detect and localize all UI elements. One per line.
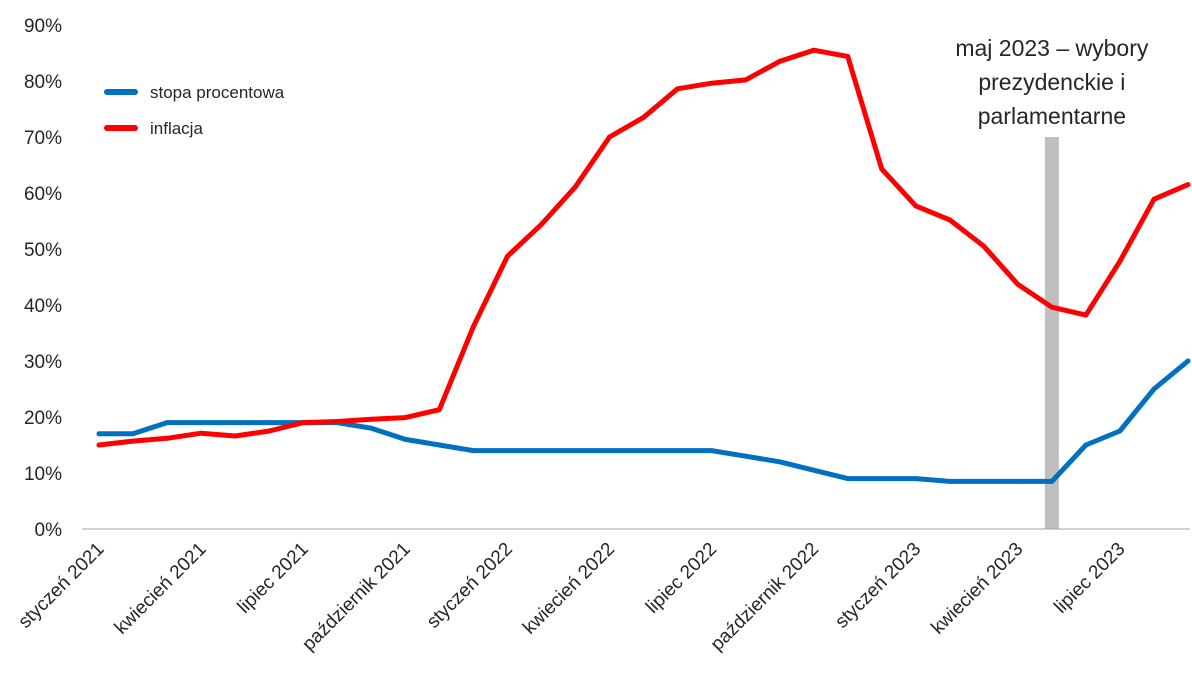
data-point-stopa-procentowa (675, 448, 680, 453)
data-point-inflacja (1185, 182, 1191, 188)
data-point-stopa-procentowa (845, 476, 851, 481)
data-point-inflacja (709, 80, 714, 86)
data-point-stopa-procentowa (1151, 386, 1157, 392)
data-point-stopa-procentowa (981, 479, 987, 484)
x-tick-label: styczeń 2023 (831, 539, 925, 633)
data-point-stopa-procentowa (879, 476, 885, 481)
data-point-stopa-procentowa (1185, 358, 1191, 364)
data-point-stopa-procentowa (947, 479, 953, 484)
legend-label: stopa procentowa (150, 83, 285, 102)
data-point-inflacja (1151, 196, 1157, 202)
data-point-stopa-procentowa (539, 448, 544, 453)
y-tick-label: 10% (24, 464, 62, 485)
data-point-inflacja (573, 184, 578, 190)
data-point-inflacja (1049, 304, 1055, 310)
data-point-inflacja (368, 416, 374, 422)
data-point-inflacja (879, 166, 885, 172)
x-tick-label: styczeń 2022 (423, 539, 517, 633)
data-point-stopa-procentowa (130, 431, 136, 437)
series-line-stopa-procentowa (96, 358, 1191, 484)
election-band-layer (1044, 137, 1059, 529)
data-point-stopa-procentowa (1049, 479, 1055, 484)
data-point-stopa-procentowa (811, 467, 817, 473)
data-point-stopa-procentowa (96, 431, 102, 437)
data-point-inflacja (96, 442, 102, 448)
x-tick-label: lipiec 2022 (642, 539, 721, 618)
data-point-stopa-procentowa (436, 442, 442, 448)
data-point-inflacja (1117, 258, 1123, 264)
x-tick-label: październik 2021 (298, 539, 414, 655)
x-tick-label: kwiecień 2022 (519, 539, 619, 639)
data-point-inflacja (504, 253, 510, 259)
data-point-stopa-procentowa (198, 420, 204, 425)
x-tick-label: lipiec 2023 (1050, 539, 1129, 618)
annotation-layer: maj 2023 – wybory prezydenckie i parlament… (955, 35, 1149, 129)
data-point-stopa-procentowa (709, 448, 714, 453)
series-layer (96, 47, 1191, 484)
data-point-inflacja (607, 134, 612, 140)
data-point-inflacja (164, 435, 170, 441)
data-point-inflacja (539, 221, 544, 227)
annotation-line-3: parlamentarne (978, 103, 1126, 129)
x-tick-label: kwiecień 2021 (111, 539, 211, 639)
y-tick-label: 20% (24, 408, 62, 429)
data-point-inflacja (947, 217, 953, 223)
data-point-stopa-procentowa (1015, 479, 1021, 484)
data-point-inflacja (198, 430, 204, 436)
data-point-stopa-procentowa (573, 448, 578, 453)
y-tick-label: 30% (24, 352, 62, 373)
data-point-inflacja (266, 428, 272, 434)
data-point-inflacja (811, 47, 817, 53)
y-tick-label: 80% (24, 72, 62, 93)
data-point-stopa-procentowa (607, 448, 612, 453)
data-point-inflacja (675, 86, 680, 92)
data-point-stopa-procentowa (913, 476, 919, 481)
data-point-inflacja (334, 419, 340, 424)
data-point-inflacja (981, 243, 987, 249)
annotation-line-2: prezydenckie i (978, 69, 1125, 95)
data-point-stopa-procentowa (1117, 428, 1123, 434)
data-point-stopa-procentowa (743, 453, 748, 459)
y-tick-label: 40% (24, 296, 62, 317)
data-point-inflacja (777, 59, 783, 64)
x-tick-label: styczeń 2021 (15, 539, 109, 633)
data-point-inflacja (402, 415, 408, 420)
data-point-inflacja (845, 53, 851, 59)
data-point-inflacja (641, 115, 646, 120)
data-point-stopa-procentowa (368, 425, 374, 431)
data-point-stopa-procentowa (470, 448, 476, 453)
data-point-stopa-procentowa (232, 420, 238, 425)
data-point-inflacja (436, 407, 442, 413)
y-tick-label: 70% (24, 128, 62, 149)
y-tick-label: 90% (24, 16, 62, 37)
data-point-stopa-procentowa (777, 459, 783, 465)
data-point-inflacja (300, 420, 306, 425)
x-tick-label: kwiecień 2023 (927, 539, 1027, 639)
data-point-inflacja (470, 324, 476, 330)
data-point-stopa-procentowa (164, 420, 170, 425)
y-tick-label: 60% (24, 184, 62, 205)
data-point-inflacja (232, 433, 238, 439)
legend-label: inflacja (150, 119, 203, 138)
data-point-stopa-procentowa (1083, 442, 1089, 448)
x-tick-label: październik 2022 (707, 539, 823, 655)
data-point-stopa-procentowa (504, 448, 510, 453)
x-tick-label: lipiec 2021 (234, 539, 313, 618)
data-point-inflacja (130, 438, 136, 444)
election-band (1044, 137, 1059, 529)
legend: stopa procentowa inflacja (104, 83, 285, 138)
annotation-line-1: maj 2023 – wybory (955, 35, 1149, 61)
data-point-stopa-procentowa (266, 420, 272, 425)
y-tick-label: 0% (35, 520, 63, 541)
data-point-stopa-procentowa (641, 448, 646, 453)
data-point-inflacja (1015, 281, 1021, 287)
data-point-inflacja (743, 77, 748, 83)
data-point-inflacja (913, 203, 919, 209)
y-tick-label: 50% (24, 240, 62, 261)
data-point-inflacja (1083, 312, 1089, 318)
data-point-stopa-procentowa (402, 437, 408, 442)
